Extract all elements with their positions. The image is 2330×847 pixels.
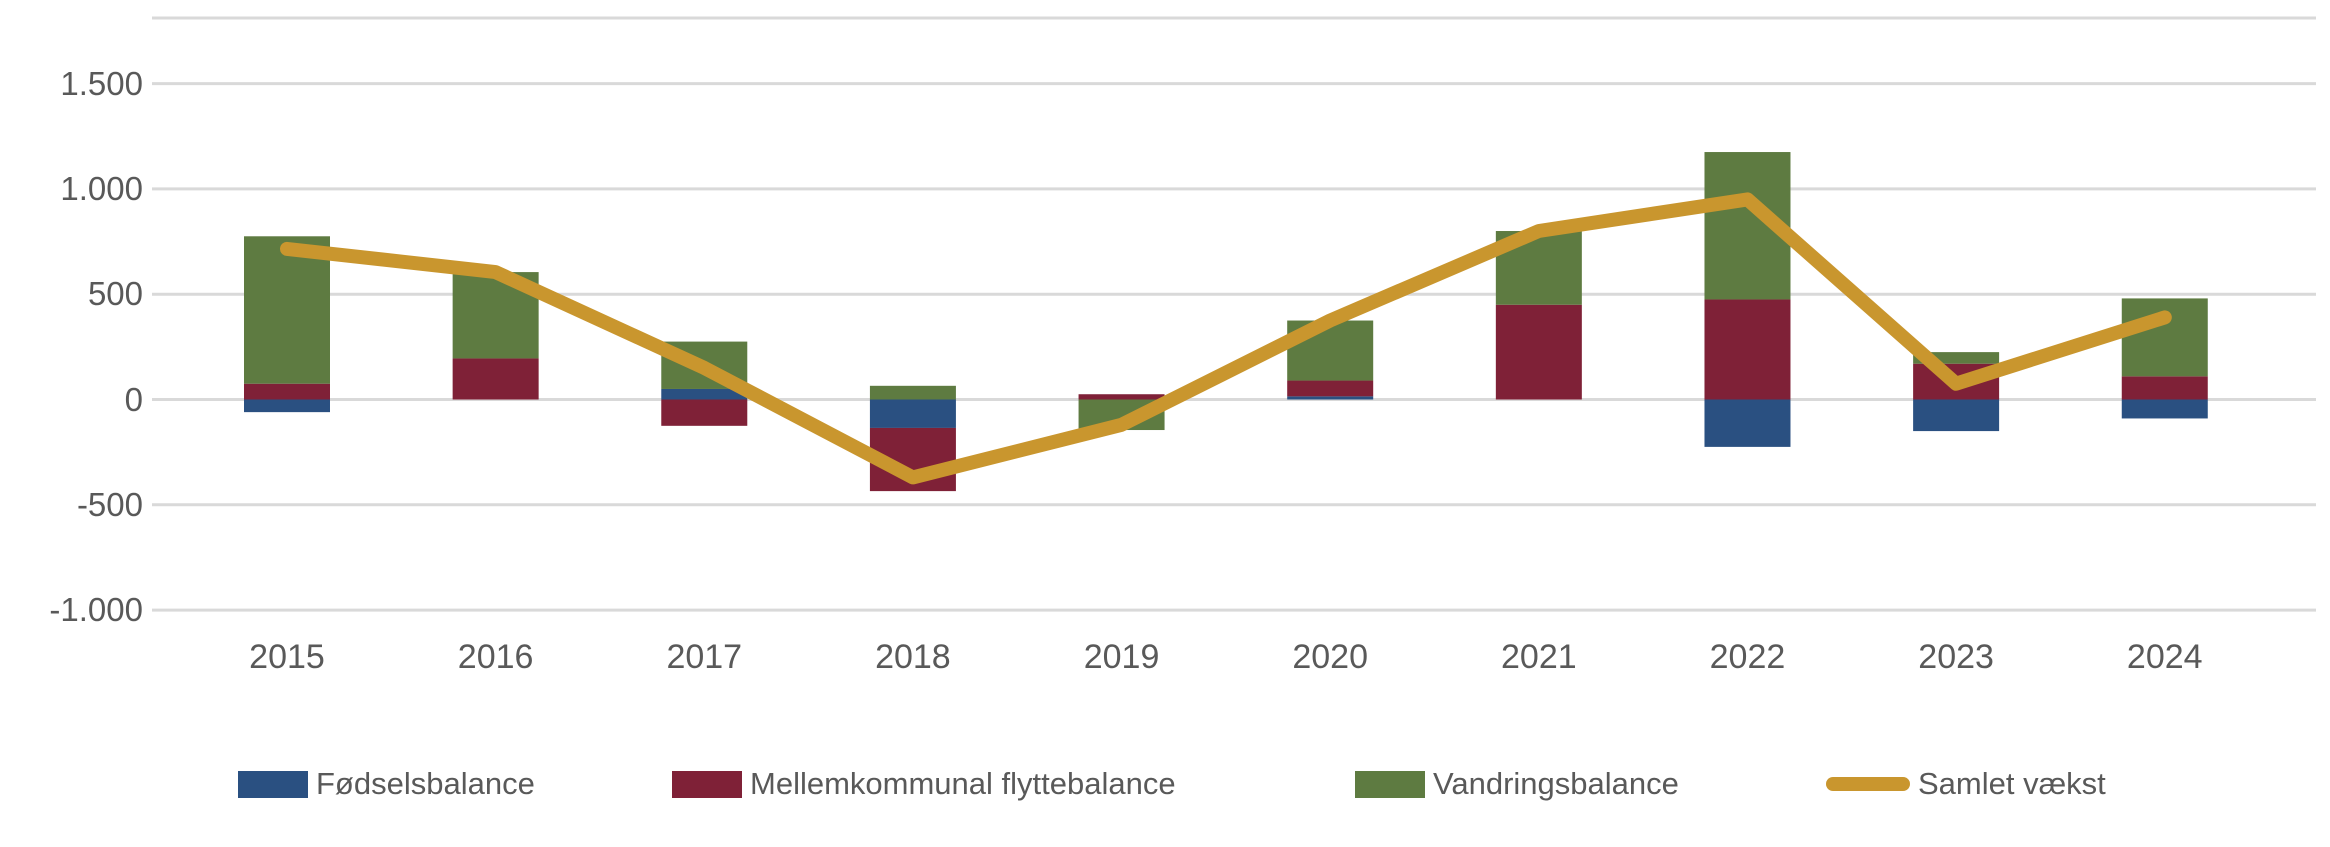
- legend-label-samlet-vaekst: Samlet vækst: [1918, 766, 2106, 801]
- bar-segment-2017: [661, 388, 748, 400]
- bar-segment-2024: [2121, 399, 2208, 419]
- y-axis-tick-label: 1.000: [60, 169, 143, 207]
- bar-segment-2021: [1495, 304, 1582, 400]
- x-axis-tick-label: 2021: [1501, 638, 1577, 676]
- bar-segment-2016: [452, 358, 539, 400]
- bar-segment-2023: [1913, 399, 2000, 432]
- x-axis-tick-label: 2017: [666, 638, 743, 676]
- x-axis-tick-label: 2024: [2126, 638, 2203, 676]
- legend-label-mellemkommunal-flyttebalance: Mellemkommunal flyttebalance: [750, 766, 1176, 801]
- x-axis-tick-label: 2019: [1083, 638, 1160, 676]
- bar-segment-2022: [1704, 399, 1791, 447]
- x-axis-tick-label: 2016: [457, 638, 534, 676]
- legend-item-mellemkommunal-flyttebalance: Mellemkommunal flyttebalance: [672, 766, 1176, 802]
- bar-segment-2018: [869, 385, 956, 400]
- y-axis-tick-label: 500: [87, 275, 143, 313]
- y-axis-tick-label: -1.000: [49, 591, 143, 629]
- bar-segment-2020: [1287, 380, 1374, 397]
- y-axis-tick-label: 0: [124, 380, 143, 418]
- bar-segment-2023: [1913, 352, 2000, 364]
- bar-segment-2015: [244, 383, 330, 400]
- x-axis-tick-label: 2022: [1709, 638, 1786, 676]
- legend-item-vandringsbalance: Vandringsbalance: [1355, 766, 1679, 802]
- bar-segment-2022: [1704, 299, 1791, 400]
- bar-segment-2017: [661, 399, 748, 426]
- bar-segment-2024: [2121, 376, 2208, 400]
- bar-segment-2015: [244, 399, 330, 413]
- legend-item-samlet-vaekst: Samlet vækst: [1826, 766, 2106, 802]
- legend-label-foedselsbalance: Fødselsbalance: [316, 766, 535, 801]
- y-axis-tick-label: 1.500: [60, 64, 143, 102]
- bar-segment-2024: [2121, 298, 2208, 377]
- bar-segment-2018: [869, 399, 956, 428]
- x-axis-tick-label: 2023: [1918, 638, 1994, 676]
- vandringsbalance-swatch-icon: [1355, 771, 1425, 798]
- bar-segment-2019: [1078, 394, 1165, 400]
- bar-segment-2015: [244, 236, 330, 384]
- x-axis-tick-label: 2020: [1292, 638, 1368, 676]
- x-axis-tick-label: 2018: [875, 638, 951, 676]
- samlet-vaekst-line-swatch-icon: [1826, 777, 1910, 791]
- samlet-vaekst-line: [280, 192, 2172, 485]
- foedselsbalance-swatch-icon: [238, 771, 308, 798]
- x-axis-tick-label: 2015: [249, 638, 325, 676]
- bar-segment-2020: [1287, 396, 1374, 400]
- legend-label-vandringsbalance: Vandringsbalance: [1433, 766, 1679, 801]
- mellemkommunal-flyttebalance-swatch-icon: [672, 771, 742, 798]
- legend-item-foedselsbalance: Fødselsbalance: [238, 766, 535, 802]
- y-axis-tick-label: -500: [76, 485, 143, 523]
